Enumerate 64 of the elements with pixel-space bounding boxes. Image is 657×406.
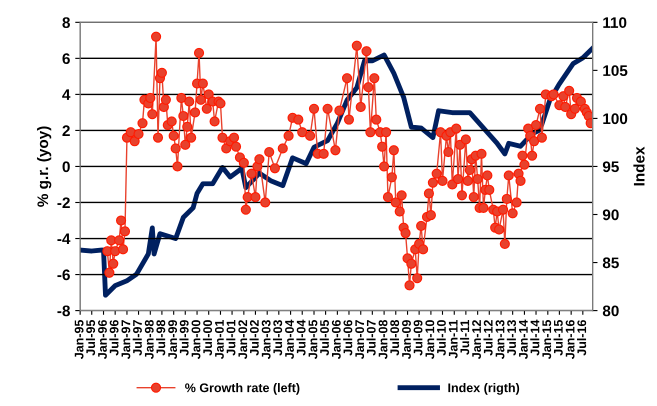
y-tick-label: -4 — [57, 234, 70, 244]
x-tick-label: Jul-14 — [530, 320, 540, 356]
x-tick-label: Jan-07 — [355, 320, 364, 360]
y2-tick-label: 105 — [603, 65, 628, 76]
x-tick-label: Jul-08 — [390, 320, 400, 356]
y2-tick-label: 85 — [602, 257, 619, 268]
x-tick-label: Jul-98 — [156, 320, 166, 356]
x-tick-label: Jan-14 — [519, 320, 528, 360]
x-tick-label: Jan-12 — [472, 320, 481, 360]
x-tick-label: Jul-01 — [226, 320, 236, 356]
y-tick-label: 8 — [62, 17, 70, 28]
x-tick-label: Jan-13 — [496, 320, 504, 360]
x-tick-label: Jan-10 — [425, 320, 434, 360]
y-tick-label: 2 — [62, 125, 70, 136]
x-tick-label: Jul-12 — [483, 320, 493, 356]
x-tick-label: Jul-97 — [132, 320, 142, 356]
y2-tick-label: 95 — [602, 161, 619, 172]
x-tick-label: Jan-97 — [121, 320, 130, 360]
x-tick-label: Jul-05 — [320, 320, 329, 356]
x-tick-label: Jul-06 — [343, 320, 352, 356]
x-tick-label: Jan-16 — [566, 320, 575, 360]
x-tick-label: Jan-02 — [238, 320, 248, 360]
y-tick-label: -6 — [57, 269, 70, 280]
x-tick-label: Jan-96 — [98, 320, 107, 360]
x-tick-label: Jan-09 — [402, 320, 411, 360]
y-tick-label: -2 — [57, 197, 70, 208]
x-tick-label: Jul-04 — [296, 320, 306, 356]
y-tick-label: 6 — [62, 53, 70, 64]
y2-tick-label: 90 — [602, 209, 619, 220]
y-axis-title: % g.r. (yoy) — [36, 126, 52, 207]
x-tick-label: Jan-15 — [542, 320, 552, 360]
x-tick-label: Jul-95 — [86, 320, 96, 356]
y2-axis-title: Index — [633, 146, 645, 186]
x-tick-label: Jan-04 — [285, 320, 294, 360]
x-tick-label: Jul-09 — [413, 320, 422, 356]
x-tick-label: Jan-05 — [308, 320, 318, 360]
x-tick-label: Jan-95 — [74, 320, 84, 360]
x-tick-label: Jul-96 — [109, 320, 119, 356]
x-tick-label: Jul-10 — [436, 320, 446, 356]
legend-label: % Growth rate (left) — [185, 383, 300, 395]
y-tick-label: 4 — [62, 89, 70, 100]
x-tick-label: Jan-06 — [332, 320, 341, 360]
x-tick-label: Jul-11 — [460, 320, 470, 355]
x-tick-label: Jul-15 — [554, 320, 563, 356]
x-tick-label: Jan-08 — [378, 320, 388, 360]
y2-tick-label: 110 — [603, 17, 626, 28]
x-tick-label: Jul-16 — [576, 320, 586, 356]
y-tick-label: 0 — [62, 161, 70, 172]
y2-tick-label: 80 — [602, 305, 619, 316]
x-tick-label: Jan-11 — [448, 320, 458, 358]
x-tick-label: Jul-03 — [272, 320, 282, 356]
x-tick-label: Jan-99 — [168, 320, 178, 360]
y2-tick-label: 100 — [603, 113, 628, 124]
x-tick-label: Jul-02 — [250, 320, 259, 356]
x-tick-label: Jul-13 — [506, 320, 516, 356]
x-tick-label: Jan-01 — [214, 320, 224, 360]
x-tick-label: Jul-99 — [179, 320, 189, 356]
x-tick-label: Jan-00 — [192, 320, 200, 360]
legend-label: Index (rigth) — [448, 383, 520, 395]
y-tick-label: -8 — [57, 305, 70, 316]
x-tick-label: Jul-00 — [202, 320, 212, 356]
x-tick-label: Jul-07 — [366, 320, 376, 356]
x-tick-label: Jan-98 — [144, 320, 154, 360]
x-tick-label: Jan-03 — [262, 320, 271, 360]
